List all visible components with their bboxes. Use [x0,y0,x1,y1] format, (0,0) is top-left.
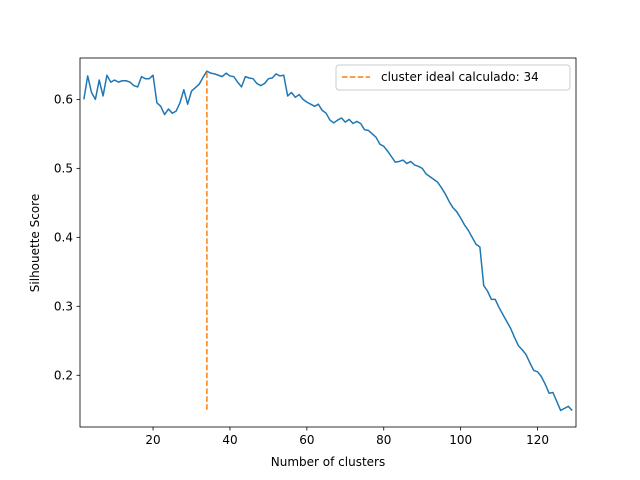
y-tick-label: 0.3 [54,299,73,313]
axes-border [79,57,577,428]
axes-frame [79,57,577,428]
y-tick-label: 0.5 [54,161,73,175]
x-axis-label: Number of clusters [271,455,385,469]
x-tick-label: 20 [145,433,160,447]
y-tick-label: 0.6 [54,92,73,106]
plot-area [83,70,573,412]
x-tick-label: 80 [376,433,391,447]
y-axis-label: Silhouette Score [28,194,42,292]
legend-box [335,64,571,91]
x-axis-ticks: 20 40 60 80 100 120 [145,427,549,447]
y-axis-ticks: 0.2 0.3 0.4 0.5 0.6 [54,92,80,382]
silhouette-series-line [83,70,573,412]
legend: cluster ideal calculado: 34 [335,64,571,91]
x-tick-label: 40 [222,433,237,447]
x-tick-label: 60 [299,433,314,447]
y-tick-label: 0.2 [54,368,73,382]
y-tick-label: 0.4 [54,230,73,244]
x-tick-label: 100 [449,433,472,447]
x-tick-label: 120 [526,433,549,447]
legend-ideal-label: cluster ideal calculado: 34 [381,70,539,84]
